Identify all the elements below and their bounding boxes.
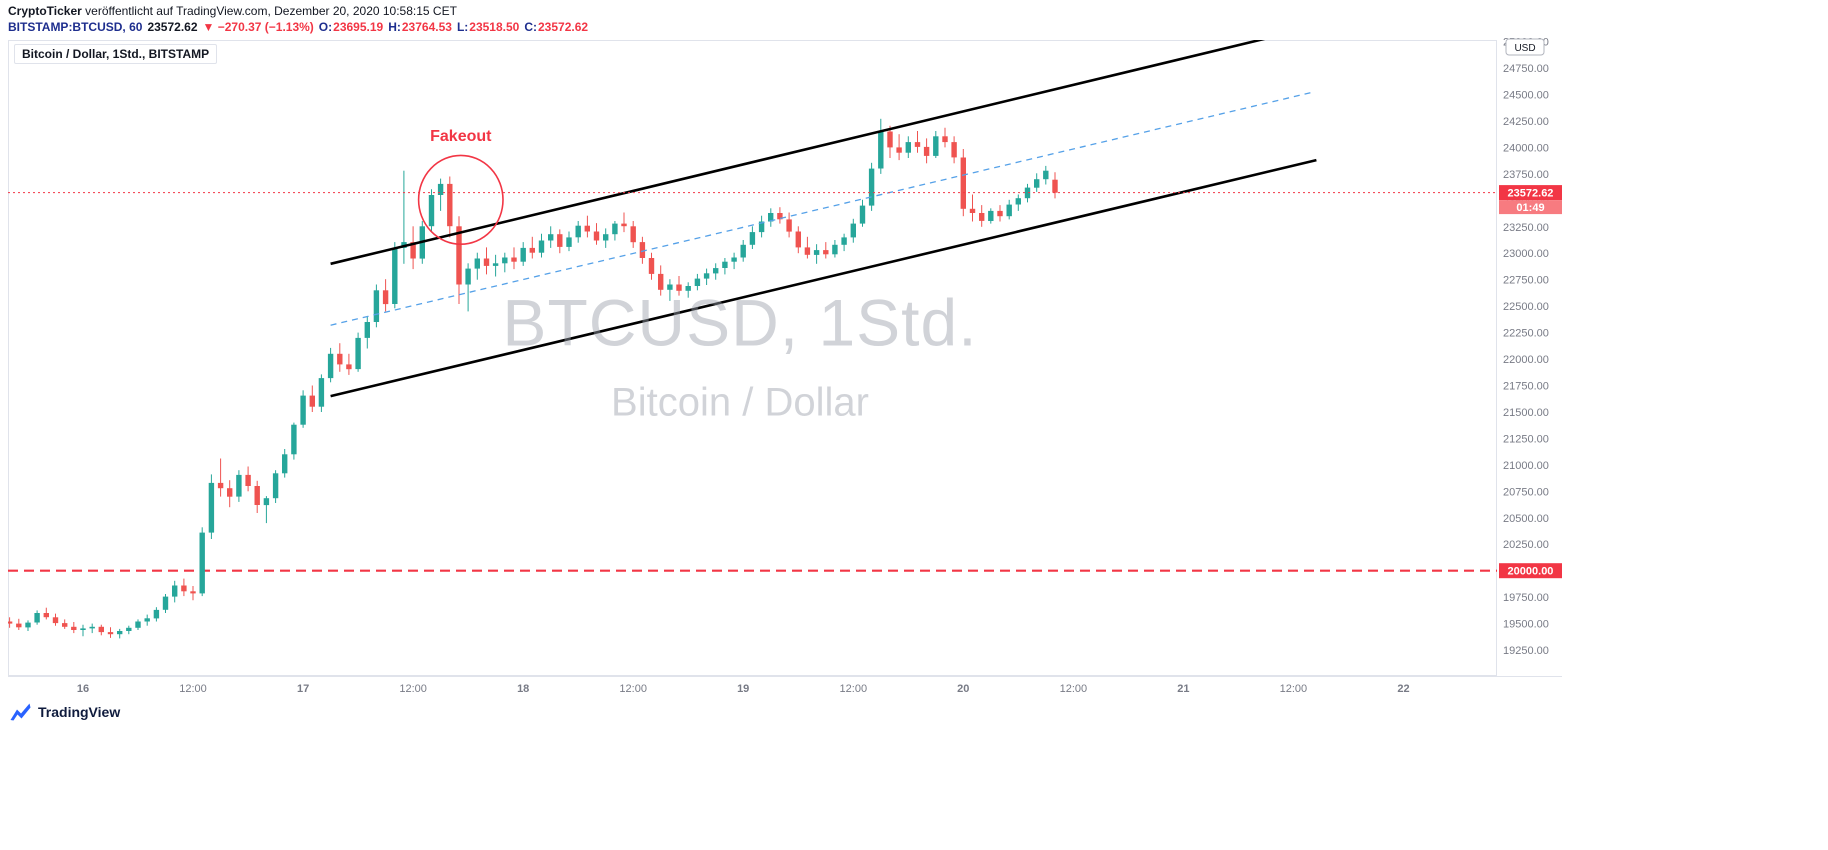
currency-chip[interactable]: USD xyxy=(1505,38,1545,56)
svg-text:19750.00: 19750.00 xyxy=(1503,592,1549,604)
fakeout-label: Fakeout xyxy=(430,128,492,145)
time-axis[interactable]: 16 12:00 17 12:00 18 12:00 19 12:00 20 12:00 21 12:… xyxy=(77,683,1410,695)
svg-text:12:00: 12:00 xyxy=(179,683,207,695)
svg-text:21750.00: 21750.00 xyxy=(1503,381,1549,393)
svg-text:24750.00: 24750.00 xyxy=(1503,63,1549,75)
fakeout-circle[interactable] xyxy=(417,154,504,245)
symbol-interval: BITSTAMP:BTCUSD, 60 xyxy=(8,20,143,34)
plot-border xyxy=(8,40,1562,677)
svg-text:24000.00: 24000.00 xyxy=(1503,142,1549,154)
channel-upper-line[interactable] xyxy=(330,37,1271,266)
low-value: 23518.50 xyxy=(469,20,520,34)
svg-text:12:00: 12:00 xyxy=(619,683,647,695)
hline-axis-label: 20000.00 xyxy=(1499,563,1562,579)
svg-text:21: 21 xyxy=(1177,683,1189,695)
svg-text:18: 18 xyxy=(517,683,529,695)
svg-text:21000.00: 21000.00 xyxy=(1503,460,1549,472)
byline: CryptoTicker veröffentlicht auf TradingV… xyxy=(8,4,457,18)
candles-layer xyxy=(8,118,1058,639)
high-label: H: xyxy=(388,20,401,34)
open-value: 23695.19 xyxy=(333,20,384,34)
svg-text:20000.00: 20000.00 xyxy=(1508,566,1554,578)
svg-text:24250.00: 24250.00 xyxy=(1503,116,1549,128)
low-label: L: xyxy=(456,20,469,34)
svg-text:23250.00: 23250.00 xyxy=(1503,222,1549,234)
svg-text:20500.00: 20500.00 xyxy=(1503,513,1549,525)
high-value: 23764.53 xyxy=(401,20,452,34)
price-change: ▼ −270.37 (−1.13%) xyxy=(202,20,314,34)
svg-text:12:00: 12:00 xyxy=(1060,683,1088,695)
bar-countdown: 01:49 xyxy=(1516,202,1544,214)
tradingview-brand[interactable]: TradingView xyxy=(38,704,121,720)
byline-author: CryptoTicker xyxy=(8,4,82,18)
svg-text:22000.00: 22000.00 xyxy=(1503,354,1549,366)
chart-legend[interactable]: Bitcoin / Dollar, 1Std., BITSTAMP xyxy=(14,44,218,64)
svg-text:21250.00: 21250.00 xyxy=(1503,433,1549,445)
channel-lower-line[interactable] xyxy=(330,158,1317,398)
svg-text:21500.00: 21500.00 xyxy=(1503,407,1549,419)
close-value: 23572.62 xyxy=(538,20,589,34)
svg-text:22750.00: 22750.00 xyxy=(1503,275,1549,287)
svg-text:22500.00: 22500.00 xyxy=(1503,301,1549,313)
svg-text:17: 17 xyxy=(297,683,309,695)
svg-text:20250.00: 20250.00 xyxy=(1503,539,1549,551)
trend-dashed-line[interactable] xyxy=(330,91,1312,326)
svg-text:16: 16 xyxy=(77,683,89,695)
svg-text:23572.62: 23572.62 xyxy=(1508,188,1554,200)
last-price: 23572.62 xyxy=(147,20,198,34)
last-price-axis-label: 23572.62 01:49 xyxy=(1499,185,1562,215)
tradingview-footer: TradingView xyxy=(10,703,120,721)
svg-text:12:00: 12:00 xyxy=(1280,683,1308,695)
close-label: C: xyxy=(524,20,537,34)
svg-text:20750.00: 20750.00 xyxy=(1503,486,1549,498)
open-label: O: xyxy=(318,20,333,34)
svg-text:23000.00: 23000.00 xyxy=(1503,248,1549,260)
svg-text:22: 22 xyxy=(1397,683,1409,695)
svg-text:12:00: 12:00 xyxy=(840,683,868,695)
svg-text:12:00: 12:00 xyxy=(399,683,427,695)
svg-text:19250.00: 19250.00 xyxy=(1503,645,1549,657)
svg-text:22250.00: 22250.00 xyxy=(1503,328,1549,340)
tradingview-logo-icon[interactable] xyxy=(10,703,31,721)
byline-text: veröffentlicht auf TradingView.com, Deze… xyxy=(81,4,457,18)
svg-text:20: 20 xyxy=(957,683,969,695)
svg-text:19: 19 xyxy=(737,683,749,695)
svg-text:USD: USD xyxy=(1514,43,1535,54)
symbol-info-line: BITSTAMP:BTCUSD, 60 23572.62 ▼ −270.37 (−1… xyxy=(8,20,593,34)
svg-text:23750.00: 23750.00 xyxy=(1503,169,1549,181)
svg-text:19500.00: 19500.00 xyxy=(1503,619,1549,631)
svg-text:24500.00: 24500.00 xyxy=(1503,90,1549,102)
